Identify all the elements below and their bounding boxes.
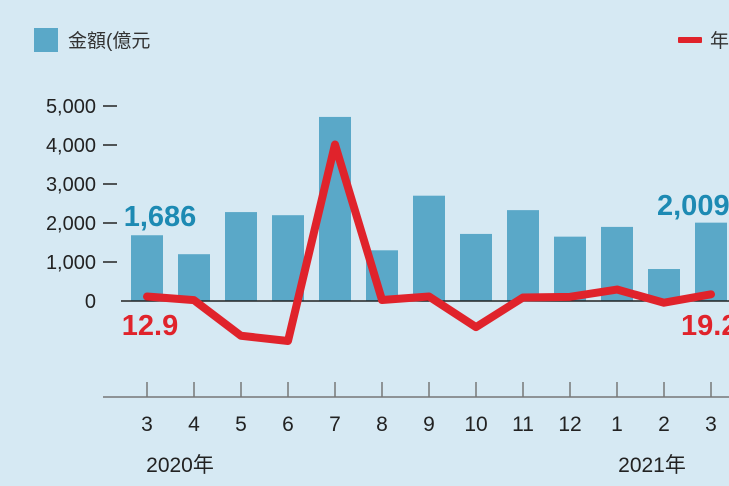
data-label: 2,009 bbox=[657, 190, 729, 222]
bar bbox=[460, 233, 492, 301]
y-tick-label: 0 bbox=[85, 291, 96, 313]
yoy-line bbox=[143, 140, 715, 345]
year-label: 2020年 bbox=[146, 454, 214, 477]
x-tick-label: 4 bbox=[188, 413, 200, 436]
x-tick-label: 8 bbox=[376, 413, 388, 436]
bar bbox=[507, 210, 539, 301]
x-tick-label: 11 bbox=[512, 413, 534, 436]
legend-item-amount: 金額(億元 bbox=[34, 26, 150, 53]
legend-bar-swatch bbox=[34, 27, 58, 52]
legend-line-label: 年 bbox=[710, 31, 729, 52]
x-tick-label: 6 bbox=[282, 413, 294, 436]
bar bbox=[695, 222, 727, 301]
y-tick-label: 4,000 bbox=[46, 135, 96, 157]
y-tick-label: 3,000 bbox=[46, 174, 96, 196]
x-tick-label: 3 bbox=[705, 413, 717, 436]
legend-line-swatch bbox=[678, 36, 702, 43]
legend-bar-label: 金額(億元 bbox=[68, 31, 151, 52]
data-label: 12.9 bbox=[122, 310, 178, 342]
x-tick-label: 5 bbox=[235, 413, 247, 436]
year-label: 2021年 bbox=[618, 454, 686, 477]
x-tick-label: 7 bbox=[329, 413, 341, 436]
y-tick-label: 2,000 bbox=[46, 213, 96, 235]
data-label: 1,686 bbox=[124, 201, 197, 233]
y-tick-label: 1,000 bbox=[46, 252, 96, 274]
x-tick-label: 12 bbox=[558, 413, 581, 436]
data-label: 19.2 bbox=[681, 310, 729, 342]
x-tick-label: 2 bbox=[658, 413, 670, 436]
y-tick-label: 5,000 bbox=[46, 96, 96, 118]
x-tick-label: 3 bbox=[141, 413, 153, 436]
bar bbox=[413, 195, 445, 301]
bar bbox=[131, 235, 163, 301]
legend-item-yoy: 年 bbox=[678, 26, 729, 53]
x-tick-label: 1 bbox=[611, 413, 623, 436]
x-tick-label: 10 bbox=[464, 413, 487, 436]
bar bbox=[554, 236, 586, 301]
bar bbox=[225, 212, 257, 301]
bar bbox=[178, 254, 210, 301]
x-tick-label: 9 bbox=[423, 413, 435, 436]
